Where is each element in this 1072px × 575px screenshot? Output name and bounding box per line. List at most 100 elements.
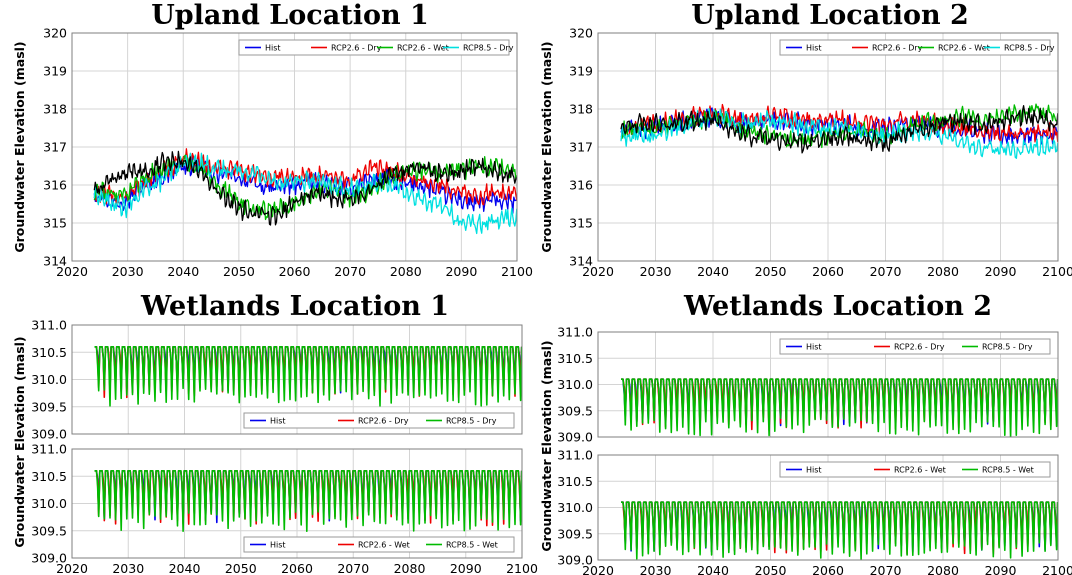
y-tick-label: 317 [43, 140, 67, 155]
x-tick-label: 2020 [56, 561, 88, 575]
x-tick-label: 2040 [169, 561, 201, 575]
plot-area [620, 103, 1058, 159]
plot-area [93, 148, 517, 235]
chart-upland1: Upland Location 1 Groundwater Elevation (… [12, 0, 533, 279]
series-line-rcp8-5-dry [93, 152, 517, 235]
y-tick-label: 309.0 [31, 551, 67, 566]
x-tick-label: 2030 [112, 264, 144, 279]
legend-box [243, 412, 515, 429]
legend-entry: Hist [806, 44, 822, 53]
plot-frame [71, 448, 523, 559]
legend: Hist RCP2.6 - Wet RCP8.5 - Wet [243, 536, 515, 553]
x-tick-label: 2040 [697, 264, 729, 279]
series-line-rcp8-5-dry [94, 346, 522, 407]
y-tick-label: 315 [569, 216, 593, 231]
x-tick-label: 2070 [870, 563, 902, 575]
y-tick-label: 314 [43, 254, 67, 269]
plot-frame [597, 32, 1059, 262]
chart-wet2dry: Wetlands Location 2 Groundwater Elevation… [539, 291, 1059, 552]
y-tick-label: 310.5 [31, 345, 67, 360]
x-tick-label: 2080 [394, 561, 426, 575]
legend-entry: RCP2.6 - Wet [894, 466, 946, 475]
x-tick-label: 2070 [870, 264, 902, 279]
y-tick-label: 311.0 [31, 442, 67, 457]
y-tick-label: 319 [569, 64, 593, 79]
x-tick-label: 2100 [1042, 563, 1072, 575]
x-tick-label: 2080 [390, 264, 422, 279]
y-tick-label: 310.5 [31, 469, 67, 484]
x-tick-label: 2050 [755, 264, 787, 279]
series-line-rcp8-5-wet [94, 470, 522, 532]
legend-entry: RCP8.5 - Dry [463, 44, 514, 53]
x-tick-label: 2070 [337, 561, 369, 575]
legend-entry: RCP2.6 - Dry [331, 44, 382, 53]
y-tick-label: 320 [43, 26, 67, 41]
x-tick-label: 2080 [927, 563, 959, 575]
x-tick-label: 2050 [225, 561, 257, 575]
legend-entry: RCP2.6 - Dry [358, 417, 409, 426]
legend-entry: Hist [806, 343, 822, 352]
x-tick-label: 2060 [281, 561, 313, 575]
y-tick-label: 310.0 [557, 377, 593, 392]
plot-frame [597, 454, 1059, 561]
y-tick-label: 310.0 [557, 500, 593, 515]
plot-frame [597, 331, 1059, 438]
legend-entry: RCP8.5 - Wet [982, 466, 1034, 475]
legend-entry: RCP8.5 - Wet [446, 541, 498, 550]
plot-area [621, 378, 1058, 437]
y-tick-label: 317 [569, 140, 593, 155]
plot-frame [71, 324, 523, 435]
y-tick-label: 318 [569, 102, 593, 117]
legend-box [779, 338, 1051, 355]
plot-area [94, 346, 522, 407]
y-axis-label: Groundwater Elevation (masl) [539, 340, 554, 551]
y-tick-label: 309.5 [31, 523, 67, 538]
chart-title: Upland Location 1 [151, 0, 429, 31]
x-tick-label: 2090 [450, 561, 482, 575]
y-tick-label: 320 [569, 26, 593, 41]
y-tick-label: 309.0 [31, 427, 67, 442]
legend-box [779, 39, 1051, 56]
y-tick-label: 311.0 [31, 318, 67, 333]
legend-entry: RCP8.5 - Dry [982, 343, 1033, 352]
x-tick-label: 2070 [334, 264, 366, 279]
y-tick-label: 319 [43, 64, 67, 79]
legend: Hist RCP2.6 - Dry RCP2.6 - Wet RCP8.5 - Dry [238, 39, 514, 56]
legend: Hist RCP2.6 - Dry RCP8.5 - Dry [779, 338, 1051, 355]
x-tick-label: 2100 [501, 264, 533, 279]
plot-area [621, 501, 1058, 560]
x-tick-label: 2050 [223, 264, 255, 279]
chart-title: Upland Location 2 [691, 0, 969, 31]
chart-wet2wet: 2020 2030 2040 2050 2060 2070 2080 2090 2100 309.… [557, 448, 1072, 575]
y-axis-label: Groundwater Elevation (masl) [539, 41, 554, 252]
x-tick-label: 2020 [582, 264, 614, 279]
x-tick-label: 2060 [812, 264, 844, 279]
y-tick-label: 311.0 [557, 448, 593, 463]
series-line-rcp8-5-wet [621, 501, 1058, 560]
y-tick-label: 309.0 [557, 553, 593, 568]
y-tick-label: 314 [569, 254, 593, 269]
legend-entry: RCP8.5 - Dry [1004, 44, 1055, 53]
x-tick-label: 2040 [167, 264, 199, 279]
x-tick-label: 2030 [640, 264, 672, 279]
x-tick-label: 2030 [640, 563, 672, 575]
legend: Hist RCP2.6 - Wet RCP8.5 - Wet [779, 461, 1051, 478]
legend-box [243, 536, 515, 553]
legend: Hist RCP2.6 - Dry RCP8.5 - Dry [243, 412, 515, 429]
legend: Hist RCP2.6 - Dry RCP2.6 - Wet RCP8.5 - Dry [779, 39, 1055, 56]
chart-title: Wetlands Location 1 [140, 291, 449, 322]
plot-area [94, 470, 522, 532]
series-line-rcp8-5-dry [621, 378, 1058, 437]
series-line-rcp8-5-dry [620, 107, 1058, 159]
y-tick-label: 309.5 [557, 403, 593, 418]
legend-entry: Hist [270, 541, 286, 550]
chart-title: Wetlands Location 2 [683, 291, 992, 322]
legend-entry: Hist [270, 417, 286, 426]
chart-wet1dry: Wetlands Location 1 Groundwater Elevation… [12, 291, 523, 548]
y-tick-label: 310.0 [31, 372, 67, 387]
legend-entry: RCP2.6 - Dry [872, 44, 923, 53]
legend-entry: RCP2.6 - Wet [358, 541, 410, 550]
y-axis-label: Groundwater Elevation (masl) [12, 41, 27, 252]
x-tick-label: 2090 [445, 264, 477, 279]
